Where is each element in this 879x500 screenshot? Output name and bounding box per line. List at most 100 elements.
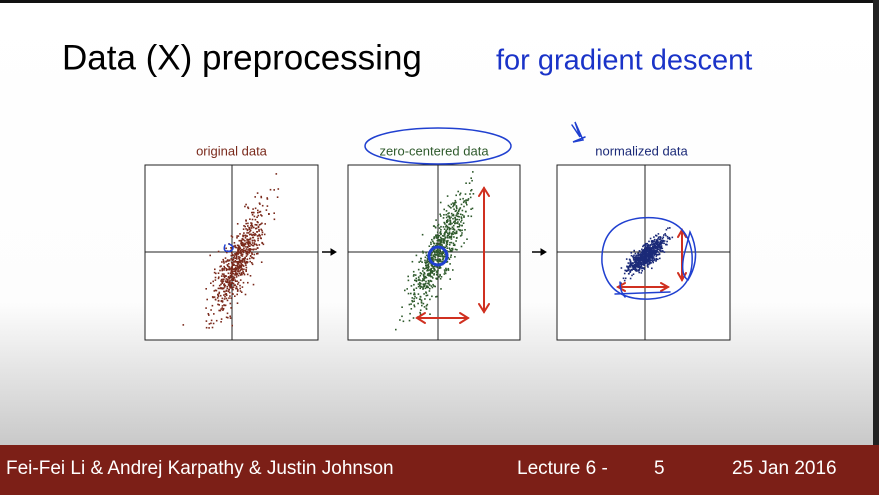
scatter-point — [444, 253, 446, 256]
scatter-point — [230, 307, 232, 309]
scatter-point — [435, 234, 437, 237]
scatter-point — [629, 265, 632, 268]
scatter-point — [414, 295, 416, 298]
scatter-point — [439, 278, 442, 280]
scatter-point — [454, 201, 456, 204]
scatter-point — [435, 277, 438, 280]
scatter-point — [435, 296, 437, 298]
scatter-point — [431, 295, 433, 298]
scatter-point — [237, 253, 239, 255]
scatter-point — [415, 254, 418, 257]
scatter-point — [646, 265, 649, 267]
scatter-point — [261, 222, 263, 225]
scatter-point — [248, 233, 251, 236]
scatter-point — [661, 237, 664, 240]
footer-authors: Fei-Fei Li & Andrej Karpathy & Justin Jo… — [6, 458, 394, 479]
scatter-point — [443, 241, 445, 243]
scatter-point — [417, 285, 420, 288]
scatter-point — [632, 267, 635, 269]
scatter-point — [651, 254, 654, 257]
scatter-point — [429, 298, 431, 301]
scatter-point — [470, 189, 473, 191]
scatter-point — [239, 290, 242, 292]
scatter-point — [646, 248, 649, 250]
scatter-point — [221, 268, 223, 271]
scatter-point — [260, 261, 263, 263]
scatter-point — [448, 216, 450, 219]
scatter-point — [470, 177, 472, 179]
scatter-point — [422, 250, 424, 253]
scatter-point — [458, 208, 461, 210]
scatter-point — [451, 222, 453, 225]
scatter-point — [449, 219, 451, 222]
scatter-point — [260, 196, 263, 199]
scatter-point — [459, 213, 462, 216]
footer-bar — [0, 445, 879, 495]
scatter-point — [448, 258, 451, 260]
scatter-point — [220, 265, 222, 267]
scatter-point — [230, 267, 232, 270]
scatter-point — [213, 296, 216, 298]
scatter-point — [246, 273, 249, 276]
scatter-point — [423, 275, 425, 277]
scatter-point — [657, 258, 659, 261]
scatter-point — [431, 251, 433, 254]
scatter-point — [214, 289, 217, 292]
scatter-point — [221, 267, 224, 270]
scatter-point — [649, 256, 652, 259]
scatter-point — [253, 215, 256, 218]
scatter-point — [413, 292, 416, 294]
scatter-point — [254, 223, 257, 226]
scatter-point — [240, 244, 243, 246]
scatter-point — [431, 259, 433, 261]
scatter-point — [219, 294, 222, 297]
scatter-point — [465, 201, 467, 203]
scatter-point — [249, 250, 252, 253]
scatter-point — [234, 295, 236, 297]
scatter-point — [637, 261, 640, 263]
scatter-point — [224, 257, 227, 259]
scatter-point — [459, 192, 462, 195]
scatter-point — [411, 297, 414, 299]
scatter-point — [414, 274, 417, 276]
scatter-point — [232, 279, 234, 282]
scatter-point — [427, 266, 429, 269]
scatter-point — [419, 313, 422, 315]
scatter-point — [425, 291, 427, 293]
flow-arrows — [322, 248, 547, 256]
scatter-point — [653, 257, 655, 259]
scatter-point — [645, 260, 647, 263]
scatter-point — [445, 244, 448, 246]
scatter-point — [242, 235, 244, 238]
scatter-point — [427, 263, 430, 265]
scatter-point — [261, 231, 264, 234]
scatter-point — [413, 300, 415, 302]
scatter-point — [646, 244, 648, 247]
scatter-point — [221, 261, 223, 263]
scatter-point — [226, 287, 229, 290]
scatter-point — [627, 267, 629, 270]
scatter-point — [432, 258, 435, 260]
scatter-point — [434, 257, 437, 259]
scatter-point — [446, 225, 449, 228]
scatter-point — [251, 211, 253, 214]
scatter-point — [648, 240, 650, 243]
scatter-point — [253, 234, 256, 237]
scatter-point — [647, 249, 649, 251]
scatter-point — [648, 260, 650, 263]
scatter-point — [433, 268, 435, 271]
scatter-point — [466, 238, 468, 240]
scatter-point — [634, 252, 637, 255]
scatter-point — [248, 226, 250, 229]
scatter-point — [417, 279, 420, 281]
scatter-point — [252, 249, 255, 251]
scatter-point — [655, 247, 657, 249]
scatter-point — [435, 271, 438, 273]
scatter-point — [424, 287, 427, 290]
scatter-point — [472, 193, 475, 195]
scatter-point — [255, 224, 258, 226]
scatter-point — [224, 295, 226, 298]
scatter-point — [208, 314, 210, 316]
scatter-point — [237, 235, 240, 237]
scatter-point — [245, 203, 247, 206]
